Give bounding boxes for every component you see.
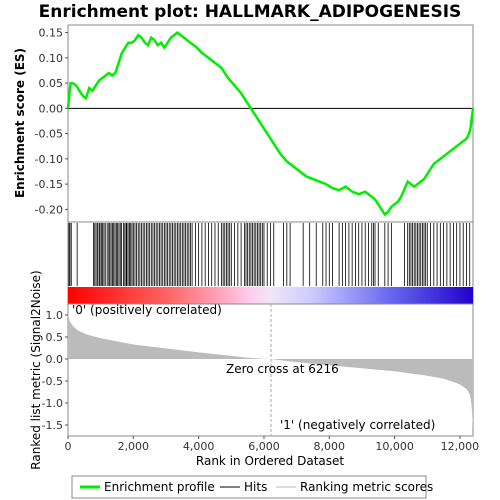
xtick-label: 6,000 (248, 440, 280, 453)
negative-correlation-label: '1' (negatively correlated) (280, 418, 435, 432)
rank-ytick-label: 0.0 (46, 353, 64, 366)
es-ytick-label: 0.05 (39, 77, 64, 90)
es-ytick-label: 0.15 (39, 27, 64, 40)
es-ytick-label: -0.05 (35, 128, 63, 141)
rank-heat-bar (68, 287, 473, 304)
legend-profile-label: Enrichment profile (104, 480, 215, 494)
es-ytick-label: -0.15 (35, 178, 63, 191)
xtick-label: 12,000 (441, 440, 480, 453)
legend-rank-label: Ranking metric scores (300, 480, 433, 494)
positive-correlation-label: '0' (positively correlated) (72, 303, 222, 317)
es-ytick-label: -0.10 (35, 153, 63, 166)
xtick-label: 8,000 (314, 440, 346, 453)
xtick-label: 10,000 (375, 440, 414, 453)
enrichment-profile-line (66, 31, 475, 217)
chart-title: Enrichment plot: HALLMARK_ADIPOGENESIS (39, 2, 462, 22)
es-ytick-label: -0.20 (35, 203, 63, 216)
xtick-label: 0 (65, 440, 72, 453)
rank-ytick-label: 1.0 (46, 309, 64, 322)
rank-ytick-label: -1.5 (42, 419, 63, 432)
x-axis-label: Rank in Ordered Dataset (196, 454, 344, 468)
rank-panel: 1.0 0.5 0.0 -0.5 -1.0 -1.5 0 2,000 4,000 6,000 8,… (42, 303, 480, 453)
hits-panel (67, 221, 474, 305)
rank-axis-label: Ranked list metric (Signal2Noise) (29, 270, 43, 469)
es-ytick-label: 0.00 (39, 102, 64, 115)
es-axis-label: Enrichment score (ES) (13, 48, 27, 198)
xtick-label: 4,000 (183, 440, 215, 453)
rank-ytick-label: 0.5 (46, 331, 64, 344)
rank-ytick-label: -0.5 (42, 375, 63, 388)
zero-cross-label: Zero cross at 6216 (226, 362, 339, 376)
legend: Enrichment profile Hits Ranking metric s… (71, 475, 433, 499)
es-ytick-label: 0.10 (39, 52, 64, 65)
es-panel: 0.15 0.10 0.05 0.00 -0.05 -0.10 -0.15 -0.20 (35, 24, 475, 223)
xtick-label: 2,000 (118, 440, 150, 453)
legend-hits-label: Hits (244, 480, 267, 494)
rank-ytick-label: -1.0 (42, 397, 63, 410)
